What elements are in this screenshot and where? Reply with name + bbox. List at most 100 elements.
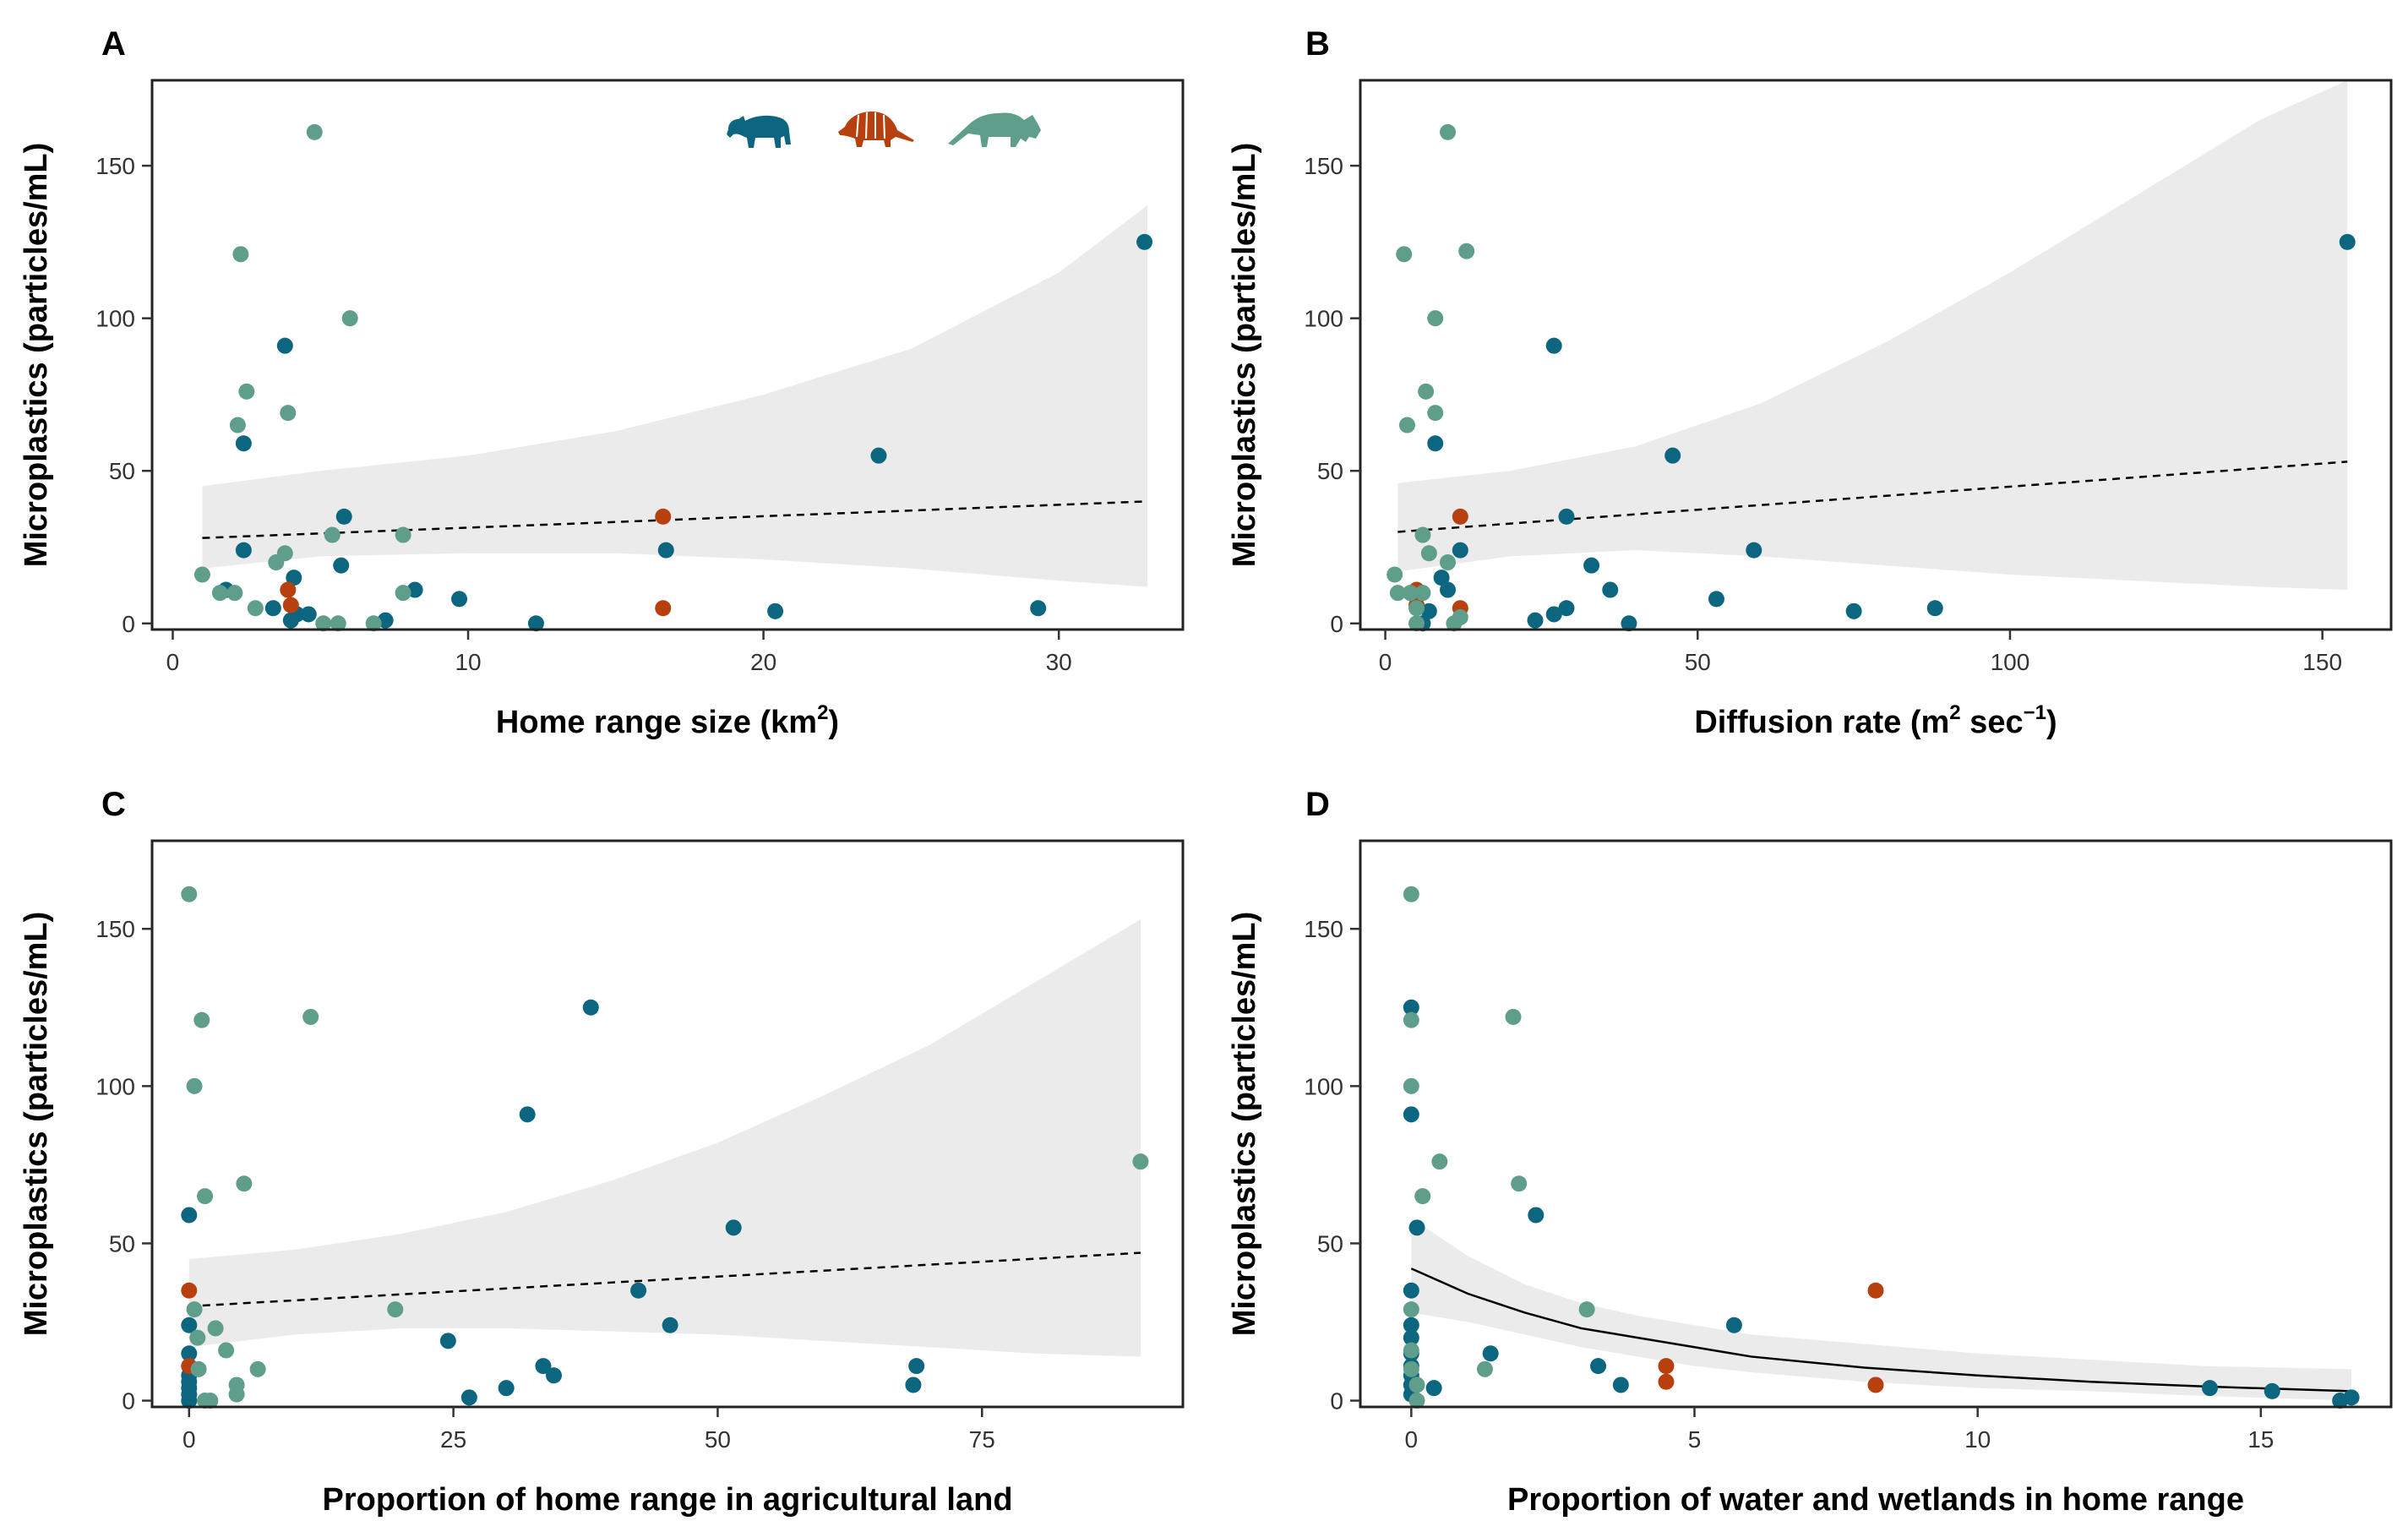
data-point-green bbox=[1505, 1008, 1522, 1025]
data-point-teal bbox=[1403, 1282, 1419, 1299]
data-point-green bbox=[306, 123, 323, 140]
y-tick-label: 50 bbox=[1317, 458, 1343, 484]
data-point-teal bbox=[657, 542, 674, 559]
data-point-teal bbox=[2201, 1380, 2218, 1397]
data-point-green bbox=[236, 1175, 253, 1192]
data-point-teal bbox=[527, 615, 544, 632]
data-point-green bbox=[395, 585, 411, 602]
data-point-teal bbox=[1545, 606, 1562, 623]
panel-a: A 0 10 20 30 0 50 100 150 Microplastics (particle… bbox=[19, 25, 1185, 740]
armadillo-icon bbox=[838, 112, 914, 147]
data-point-teal bbox=[333, 557, 350, 574]
data-point-teal bbox=[905, 1377, 922, 1393]
data-point-green bbox=[190, 1360, 207, 1377]
panel-label: B bbox=[1305, 25, 1330, 63]
data-point-orange bbox=[282, 597, 299, 613]
data-point-green bbox=[280, 405, 297, 422]
x-axis-title-text: Proportion of water and wetlands in home… bbox=[1507, 1482, 2244, 1518]
data-point-green bbox=[1403, 1077, 1419, 1094]
data-point-teal bbox=[662, 1317, 678, 1333]
data-point-teal bbox=[2264, 1382, 2280, 1399]
x-tick-label: 75 bbox=[969, 1426, 995, 1453]
x-axis-title-superscript: −1 bbox=[2024, 701, 2046, 724]
data-point-teal bbox=[519, 1106, 536, 1123]
data-point-teal bbox=[725, 1219, 742, 1236]
data-point-green bbox=[1389, 585, 1406, 602]
x-axis-title-superscript: 2 bbox=[1949, 701, 1960, 724]
data-point-teal bbox=[1602, 581, 1619, 598]
y-tick-label: 100 bbox=[1304, 306, 1343, 332]
data-point-green bbox=[193, 1011, 210, 1028]
confidence-ribbon bbox=[1411, 1218, 2352, 1401]
data-point-green bbox=[1403, 1342, 1419, 1359]
x-axis-title: Proportion of home range in agricultural… bbox=[322, 1482, 1012, 1518]
plot-frame bbox=[1359, 79, 2393, 631]
x-tick-label: 50 bbox=[1685, 649, 1711, 675]
data-point-green bbox=[1408, 1377, 1425, 1393]
x-tick-label: 25 bbox=[440, 1426, 466, 1453]
data-point-green bbox=[189, 1329, 206, 1346]
y-tick-label: 50 bbox=[1317, 1230, 1343, 1257]
x-tick-label: 10 bbox=[455, 649, 481, 675]
fit-line bbox=[1397, 461, 2348, 533]
data-point-orange bbox=[655, 600, 672, 617]
data-point-teal bbox=[1583, 557, 1600, 574]
data-point-teal bbox=[767, 602, 784, 619]
data-point-teal bbox=[460, 1389, 477, 1406]
data-point-green bbox=[1403, 886, 1419, 902]
panel-c: C 0 25 50 75 0 50 100 150 Microplastics (particle… bbox=[19, 786, 1185, 1518]
x-tick-label: 0 bbox=[166, 649, 180, 675]
data-point-green bbox=[1402, 585, 1419, 602]
data-point-green bbox=[1578, 1301, 1595, 1318]
data-point-teal bbox=[1030, 600, 1047, 617]
x-tick-label: 15 bbox=[2247, 1426, 2274, 1453]
data-point-teal bbox=[286, 570, 302, 586]
data-point-green bbox=[1440, 554, 1457, 571]
data-point-green bbox=[1440, 123, 1457, 140]
data-point-teal bbox=[1403, 1106, 1419, 1123]
data-point-teal bbox=[1403, 1329, 1419, 1346]
tapir-icon bbox=[727, 115, 791, 148]
data-point-green bbox=[1403, 1360, 1419, 1377]
data-point-teal bbox=[1403, 999, 1419, 1016]
fit-line bbox=[1410, 1268, 2352, 1393]
data-point-green bbox=[1452, 609, 1468, 626]
data-point-green bbox=[387, 1301, 404, 1318]
data-point-green bbox=[232, 246, 249, 263]
data-point-teal bbox=[1420, 602, 1437, 619]
y-tick-label: 50 bbox=[109, 1230, 135, 1257]
data-point-green bbox=[341, 310, 358, 327]
fit-line bbox=[188, 1251, 1141, 1308]
x-axis-title-superscript: 2 bbox=[817, 701, 828, 724]
data-point-green bbox=[193, 566, 210, 583]
y-axis-title: Microplastics (particles/mL) bbox=[19, 143, 54, 568]
data-point-teal bbox=[1452, 542, 1468, 559]
data-point-teal bbox=[451, 591, 468, 608]
y-tick-label: 150 bbox=[95, 153, 135, 179]
data-point-green bbox=[324, 526, 340, 543]
data-point-green bbox=[1132, 1153, 1149, 1170]
data-point-teal bbox=[1136, 233, 1153, 250]
data-point-green bbox=[365, 615, 382, 632]
data-point-green bbox=[1414, 585, 1431, 602]
y-tick-label: 150 bbox=[95, 916, 135, 942]
y-tick-label: 50 bbox=[109, 458, 135, 484]
data-point-orange bbox=[655, 508, 672, 525]
data-point-teal bbox=[1425, 1380, 1442, 1397]
data-point-teal bbox=[1612, 1377, 1629, 1393]
data-point-orange bbox=[1658, 1358, 1675, 1375]
data-point-green bbox=[218, 1342, 235, 1359]
data-point-green bbox=[1408, 1393, 1425, 1409]
data-point-orange bbox=[181, 1282, 198, 1299]
data-point-orange bbox=[280, 581, 297, 598]
y-tick-label: 0 bbox=[122, 611, 135, 637]
data-point-teal bbox=[870, 447, 887, 464]
data-point-green bbox=[1414, 526, 1431, 543]
y-tick-label: 0 bbox=[1330, 611, 1343, 637]
data-point-green bbox=[1408, 600, 1425, 617]
data-point-green bbox=[1427, 405, 1444, 422]
data-point-teal bbox=[1590, 1358, 1607, 1375]
x-tick-label: 20 bbox=[750, 649, 776, 675]
x-tick-label: 150 bbox=[2302, 649, 2342, 675]
